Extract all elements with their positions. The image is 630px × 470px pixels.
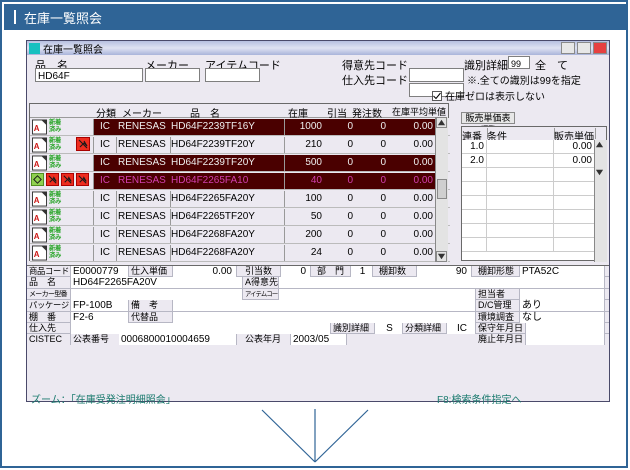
svg-text:A: A	[34, 124, 40, 133]
svg-text:A: A	[34, 232, 40, 241]
svg-text:A: A	[34, 196, 40, 205]
svg-text:A: A	[34, 142, 40, 151]
svg-text:A: A	[34, 214, 40, 223]
svg-text:A: A	[34, 160, 40, 169]
svg-text:A: A	[34, 250, 40, 259]
